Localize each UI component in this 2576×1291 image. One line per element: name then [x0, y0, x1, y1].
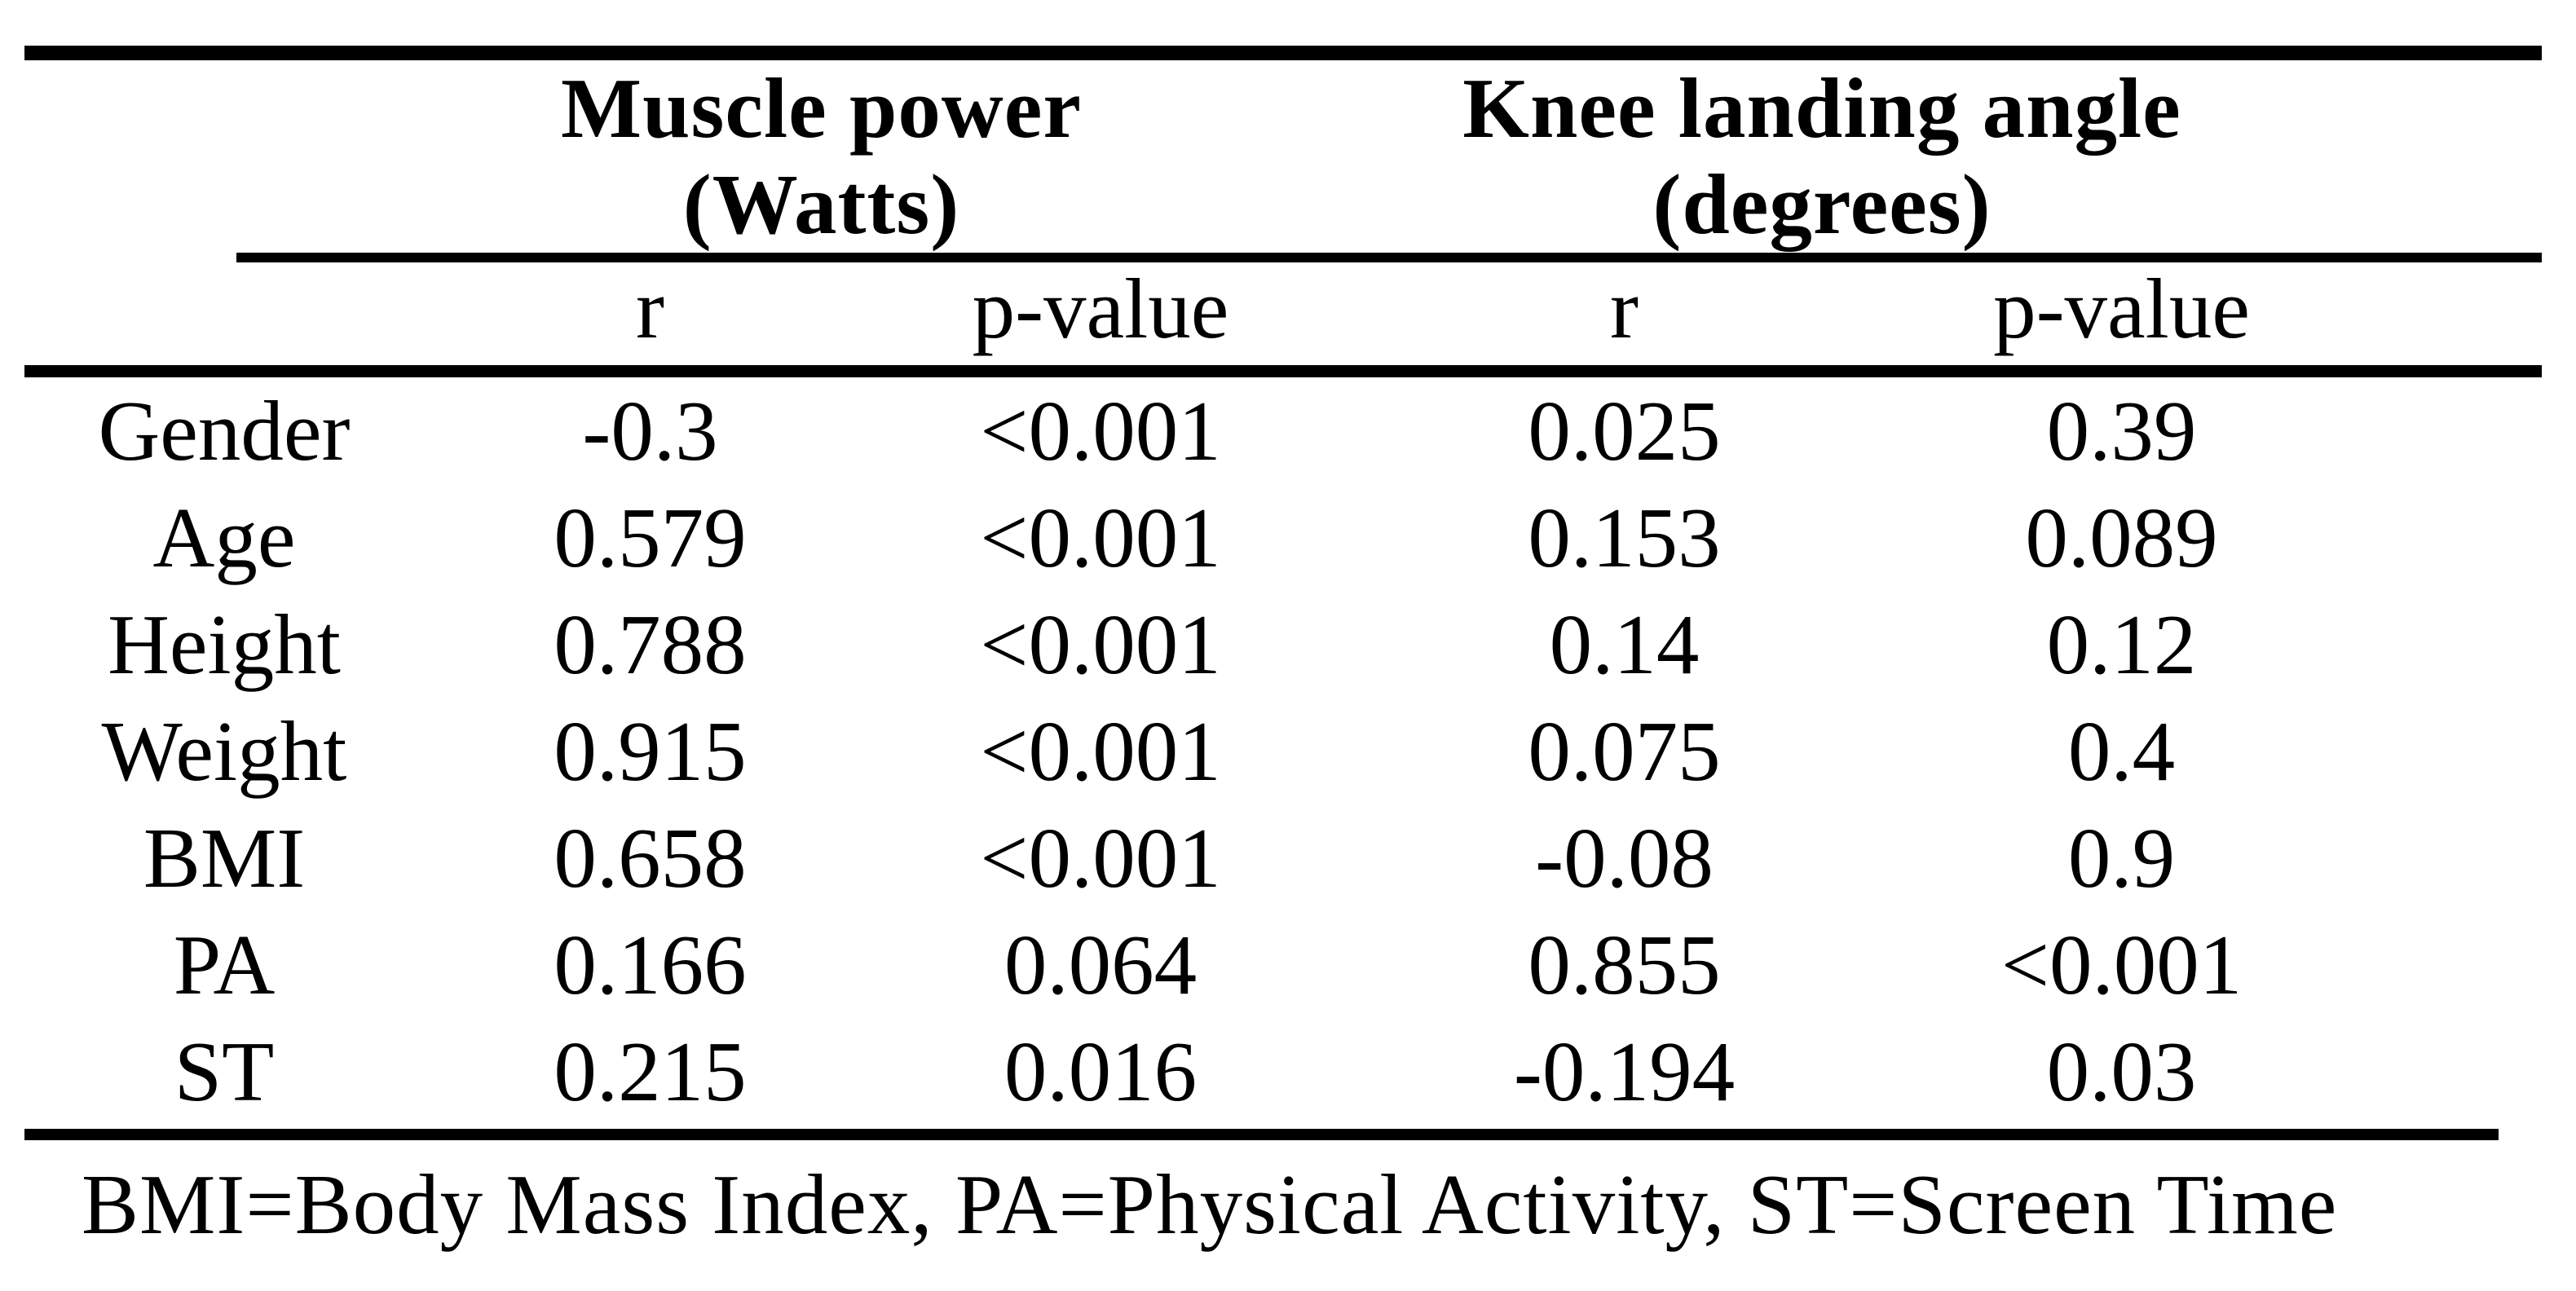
filler-cell: [2319, 911, 2542, 1018]
subheader-kla-r: r: [1610, 261, 1639, 356]
filler-cell: [2319, 253, 2542, 365]
column-group-muscle-power: Muscle power (Watts): [424, 60, 1325, 253]
table-row-gender: Gender -0.3 <0.001 0.025 0.39: [24, 377, 2542, 484]
filler-cell: [2319, 1018, 2542, 1125]
column-group-header-row: Muscle power (Watts) Knee landing angle …: [24, 60, 2542, 253]
table-row-age: Age 0.579 <0.001 0.153 0.089: [24, 484, 2542, 591]
cell-mp-pvalue: <0.001: [980, 810, 1221, 905]
cell-kla-pvalue: 0.03: [2046, 1024, 2197, 1119]
column-group-title: Knee landing angle: [1462, 60, 2181, 156]
row-label: Height: [108, 597, 341, 692]
row-label: BMI: [143, 810, 306, 905]
filler-cell: [2319, 591, 2542, 698]
row-label: PA: [173, 917, 276, 1012]
cell-mp-r: 0.579: [554, 490, 747, 585]
row-label: Gender: [98, 383, 351, 478]
cell-kla-r: 0.075: [1528, 703, 1721, 799]
spacer-row: [24, 365, 2542, 377]
cell-kla-r: 0.025: [1528, 383, 1721, 478]
cell-mp-pvalue: <0.001: [980, 383, 1221, 478]
subheader-mp-pvalue: p-value: [972, 261, 1229, 356]
cell-kla-pvalue: 0.9: [2067, 810, 2176, 905]
cell-kla-pvalue: 0.39: [2046, 383, 2197, 478]
header-rule: [24, 365, 2542, 377]
cell-kla-pvalue: 0.089: [2025, 490, 2218, 585]
cell-mp-pvalue: <0.001: [980, 597, 1221, 692]
cell-mp-r: 0.215: [554, 1024, 747, 1119]
cell-kla-pvalue: 0.12: [2046, 597, 2197, 692]
cell-mp-r: 0.915: [554, 703, 747, 799]
table-footnote: BMI=Body Mass Index, PA=Physical Activit…: [82, 1157, 2338, 1252]
column-group-unit: (degrees): [1652, 156, 1992, 252]
filler-cell: [2319, 484, 2542, 591]
column-group-knee-landing-angle: Knee landing angle (degrees): [1325, 60, 2319, 253]
cell-kla-r: 0.14: [1549, 597, 1700, 692]
corner-cell: [24, 253, 424, 365]
cell-mp-pvalue: <0.001: [980, 703, 1221, 799]
cell-mp-pvalue: 0.016: [1003, 1024, 1198, 1119]
cell-mp-r: -0.3: [582, 383, 718, 478]
filler-cell: [2319, 698, 2542, 804]
cell-kla-r: -0.194: [1513, 1024, 1736, 1119]
row-label: Age: [152, 490, 296, 585]
subheader-row: r p-value r p-value: [24, 253, 2542, 365]
cell-mp-r: 0.788: [554, 597, 747, 692]
table-row-st: ST 0.215 0.016 -0.194 0.03: [24, 1018, 2542, 1125]
filler-cell: [2319, 804, 2542, 911]
table-row-bmi: BMI 0.658 <0.001 -0.08 0.9: [24, 804, 2542, 911]
row-label: Weight: [101, 703, 347, 799]
cell-mp-r: 0.166: [554, 917, 747, 1012]
cell-kla-pvalue: 0.4: [2067, 703, 2176, 799]
cell-mp-pvalue: 0.064: [1003, 917, 1198, 1012]
subheader-mp-r: r: [636, 261, 664, 356]
row-label: ST: [174, 1024, 275, 1119]
corner-cell: [24, 60, 424, 253]
cell-kla-r: 0.153: [1528, 490, 1721, 585]
filler-cell: [2319, 377, 2542, 484]
cell-mp-r: 0.658: [554, 810, 747, 905]
column-group-rule: [236, 253, 2542, 262]
cell-kla-r: -0.08: [1535, 810, 1714, 905]
cell-kla-r: 0.855: [1528, 917, 1721, 1012]
table-row-height: Height 0.788 <0.001 0.14 0.12: [24, 591, 2542, 698]
column-group-unit: (Watts): [682, 156, 960, 252]
cell-kla-pvalue: <0.001: [2000, 917, 2243, 1012]
top-rule: [24, 46, 2542, 60]
correlation-table: Muscle power (Watts) Knee landing angle …: [24, 60, 2542, 1125]
table-row-pa: PA 0.166 0.064 0.855 <0.001: [24, 911, 2542, 1018]
table-row-weight: Weight 0.915 <0.001 0.075 0.4: [24, 698, 2542, 804]
bottom-rule: [24, 1129, 2499, 1140]
filler-cell: [2319, 60, 2542, 253]
subheader-kla-pvalue: p-value: [1993, 261, 2250, 356]
cell-mp-pvalue: <0.001: [980, 490, 1221, 585]
column-group-title: Muscle power: [561, 60, 1082, 156]
